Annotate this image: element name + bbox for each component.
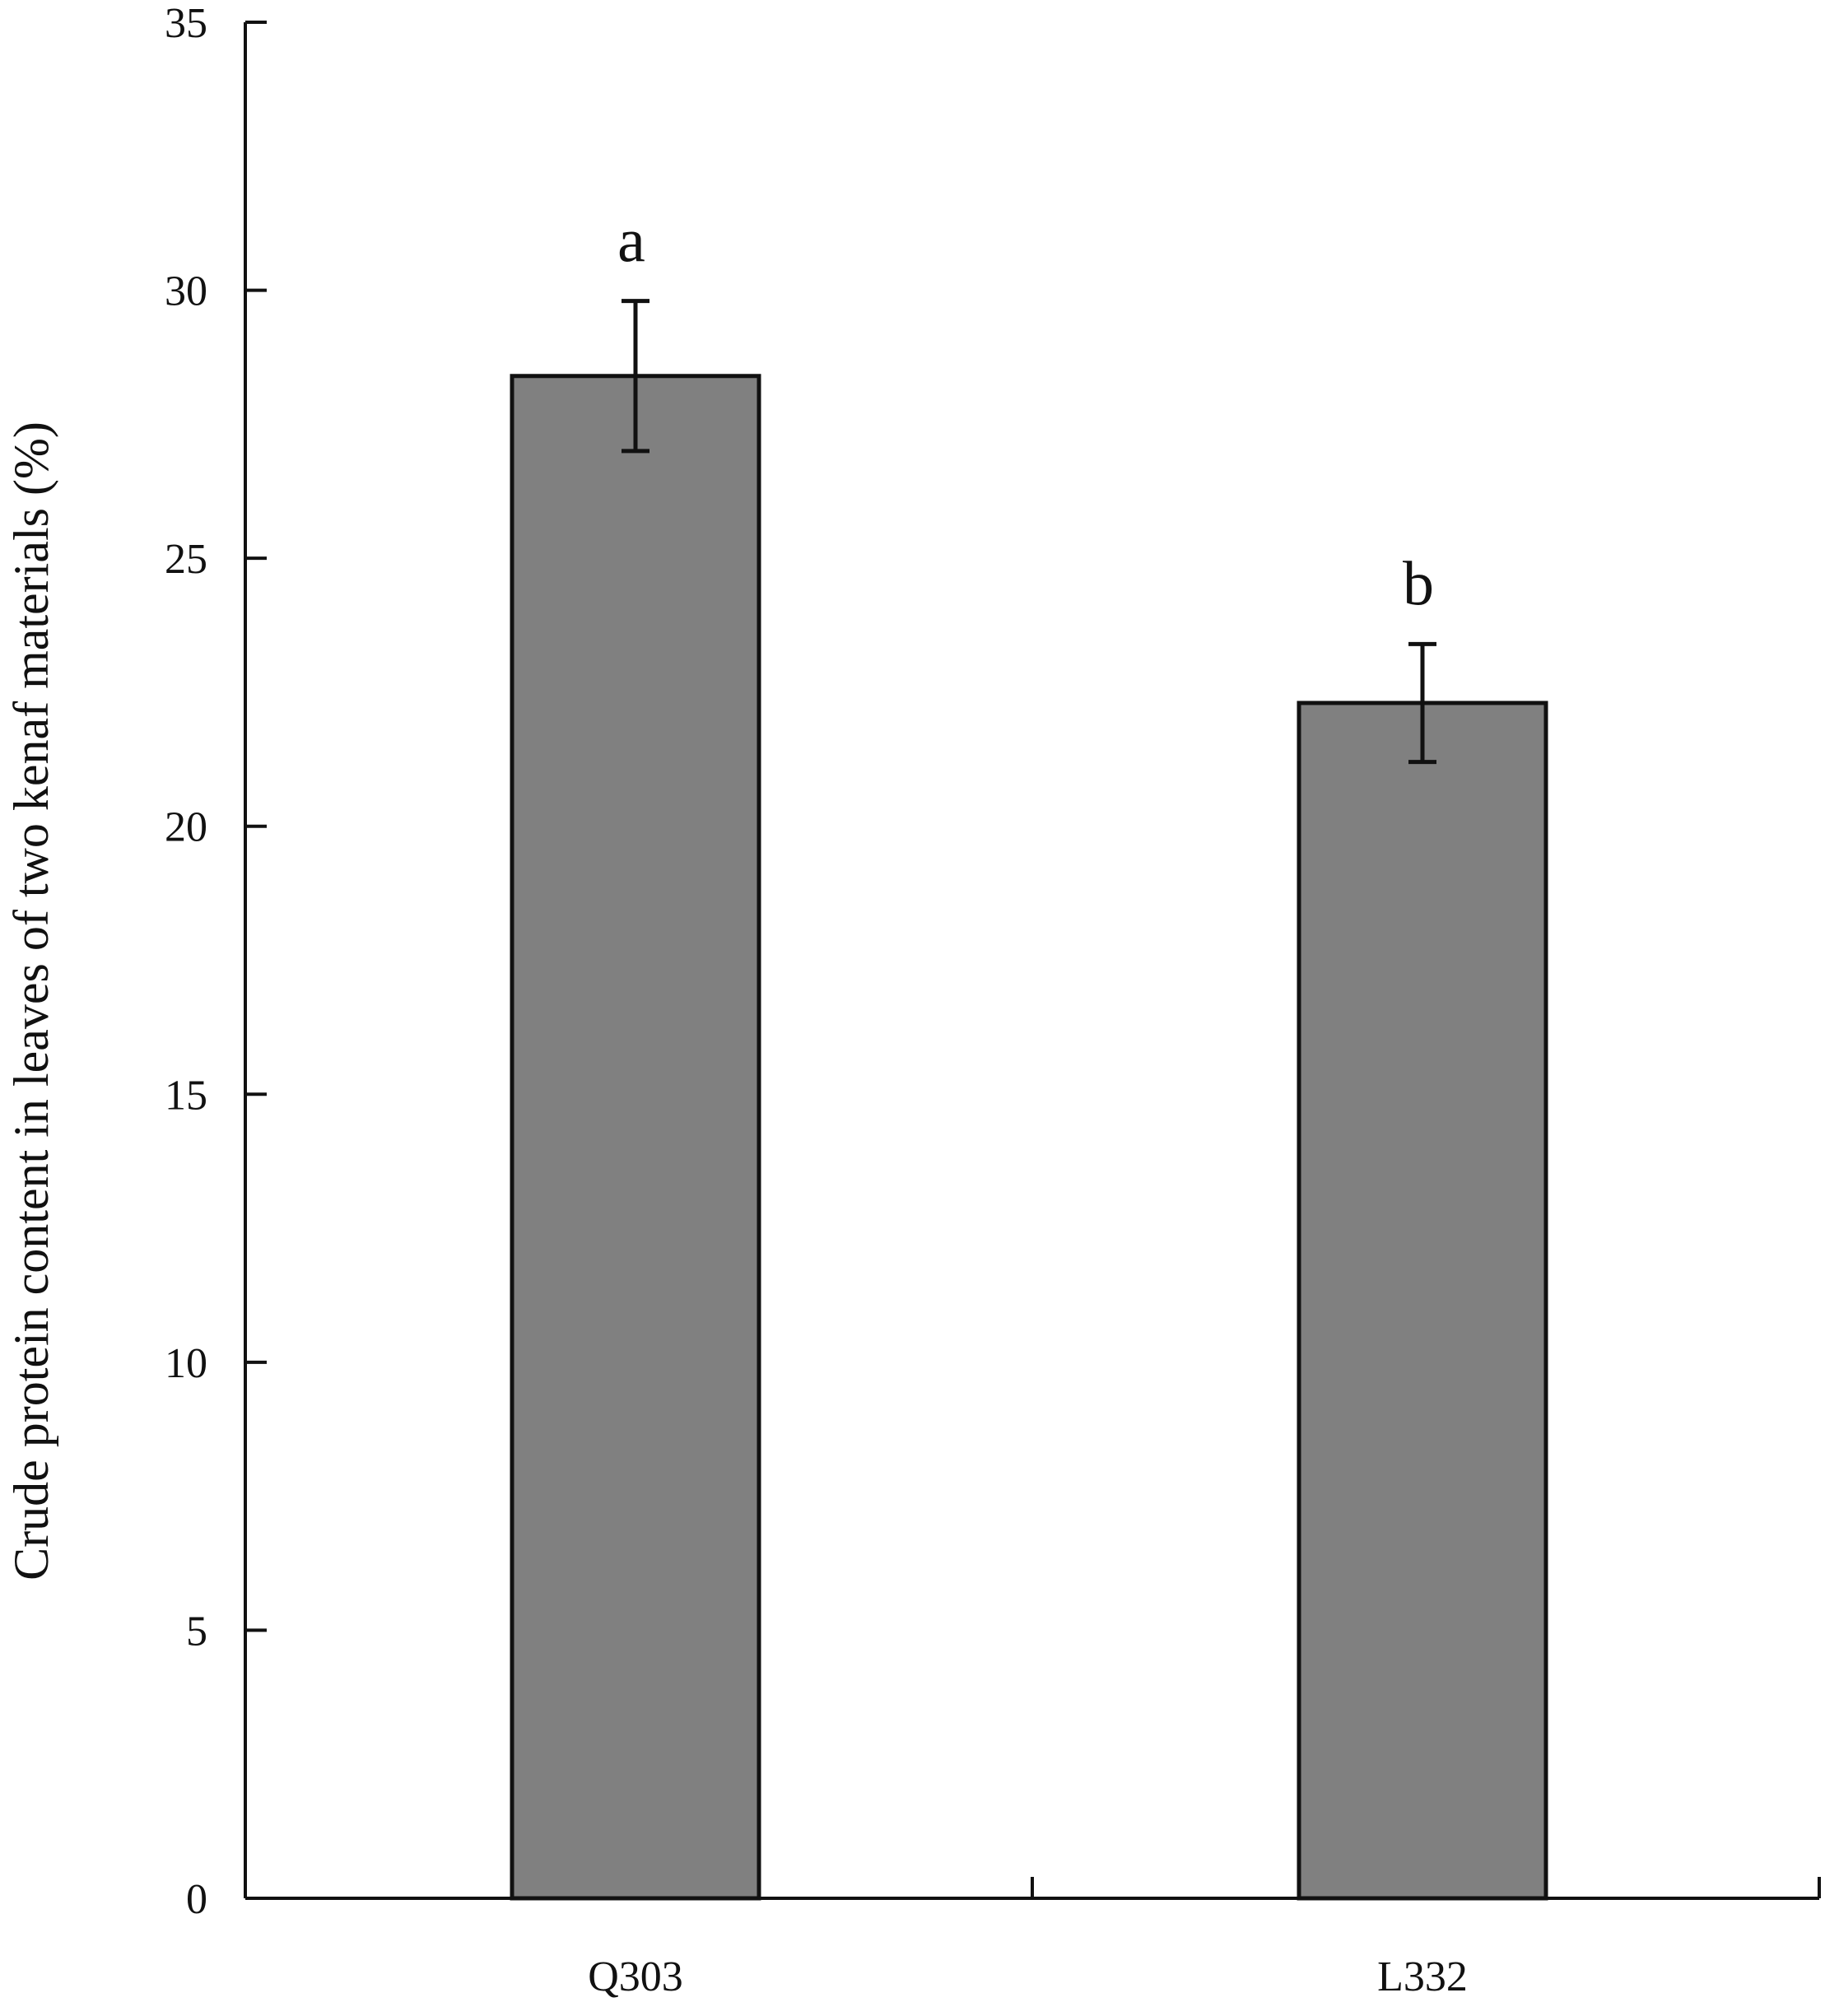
y-tick-label: 10 [165, 1340, 207, 1387]
x-category-label: Q303 [588, 1953, 683, 2000]
significance-label: b [1403, 549, 1434, 618]
y-tick-label: 25 [165, 536, 207, 583]
bars: ab [510, 207, 1548, 1901]
y-axis: 0 5 10 15 20 25 30 35 [165, 0, 267, 1923]
y-tick-label: 0 [186, 1876, 207, 1923]
x-category-label: L332 [1377, 1953, 1468, 2000]
bar [1297, 701, 1548, 1901]
y-tick-label: 30 [165, 268, 207, 315]
x-axis: Q303 L332 [245, 1877, 1821, 2000]
y-tick-label: 20 [165, 804, 207, 851]
y-tick-label: 15 [165, 1072, 207, 1119]
y-tick-label: 35 [165, 0, 207, 47]
y-tick-label: 5 [186, 1608, 207, 1655]
significance-label: a [617, 207, 645, 276]
bar [510, 374, 761, 1901]
y-axis-title: Crude protein content in leaves of two k… [4, 421, 58, 1581]
